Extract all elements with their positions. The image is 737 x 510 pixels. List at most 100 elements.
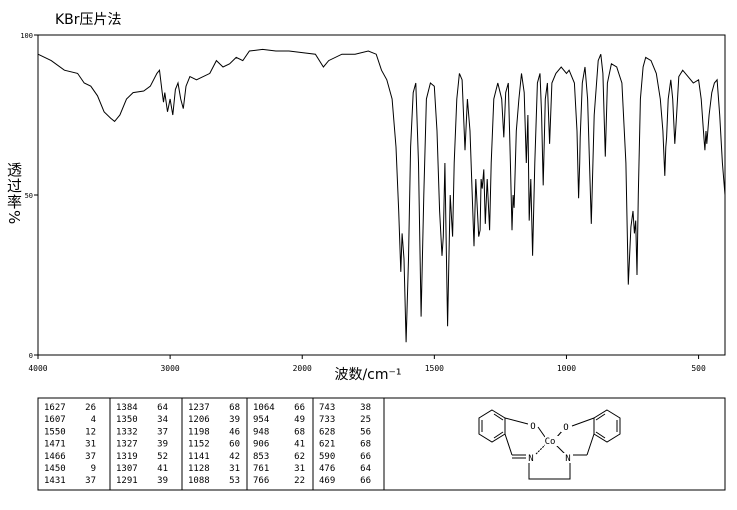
peak-transmittance: 25 (360, 415, 371, 425)
peak-wavenumber: 628 (319, 427, 335, 437)
peak-transmittance: 37 (85, 452, 96, 462)
peak-transmittance: 34 (157, 415, 168, 425)
peak-wavenumber: 1206 (188, 415, 210, 425)
peak-wavenumber: 1332 (116, 427, 138, 437)
chart-title: KBr压片法 (55, 12, 122, 28)
bond (493, 431, 504, 439)
peak-transmittance: 53 (229, 476, 240, 486)
peak-transmittance: 12 (85, 427, 96, 437)
peak-transmittance: 66 (360, 452, 371, 462)
peak-transmittance: 56 (360, 427, 371, 437)
x-axis-label: 波数/cm⁻¹ (334, 367, 401, 383)
atom-label: O (563, 423, 568, 433)
peak-transmittance: 46 (229, 427, 240, 437)
peak-wavenumber: 1466 (44, 452, 66, 462)
peak-wavenumber: 590 (319, 452, 335, 462)
bond (493, 413, 504, 421)
peak-transmittance: 52 (157, 452, 168, 462)
peak-wavenumber: 1152 (188, 440, 210, 450)
peak-transmittance: 31 (229, 464, 240, 474)
bond (535, 444, 546, 455)
peak-wavenumber: 1198 (188, 427, 210, 437)
y-axis-label: 透过率% (5, 162, 23, 226)
peak-transmittance: 64 (360, 464, 371, 474)
atom-bg (526, 453, 535, 463)
peak-transmittance: 42 (229, 452, 240, 462)
peak-wavenumber: 1607 (44, 415, 66, 425)
peak-transmittance: 39 (229, 415, 240, 425)
peak-wavenumber: 948 (253, 427, 269, 437)
peak-transmittance: 31 (85, 440, 96, 450)
peak-transmittance: 68 (360, 440, 371, 450)
peak-transmittance: 22 (294, 476, 305, 486)
peak-transmittance: 26 (85, 403, 96, 413)
atom-label: N (528, 454, 533, 464)
bond (504, 417, 529, 425)
peak-transmittance: 37 (157, 427, 168, 437)
atom-bg (528, 421, 537, 431)
spectrum-line (37, 48, 726, 343)
peak-wavenumber: 1384 (116, 403, 138, 413)
peak-wavenumber: 1064 (253, 403, 275, 413)
bond (571, 417, 595, 427)
peak-transmittance: 62 (294, 452, 305, 462)
peak-wavenumber: 1307 (116, 464, 138, 474)
peak-transmittance: 49 (294, 415, 305, 425)
peak-wavenumber: 766 (253, 476, 269, 486)
peak-wavenumber: 1471 (44, 440, 66, 450)
peak-wavenumber: 469 (319, 476, 335, 486)
peak-wavenumber: 1627 (44, 403, 66, 413)
x-tick-label: 4000 (28, 364, 47, 373)
peak-wavenumber: 621 (319, 440, 335, 450)
peak-wavenumber: 1088 (188, 476, 210, 486)
peak-transmittance: 38 (360, 403, 371, 413)
y-tick-label: 50 (25, 192, 33, 200)
bond (586, 433, 595, 456)
peak-transmittance: 68 (294, 427, 305, 437)
atom-bg (563, 453, 572, 463)
bond (504, 433, 513, 456)
x-tick-label: 2000 (293, 364, 312, 373)
peak-wavenumber: 954 (253, 415, 269, 425)
bridge (528, 462, 571, 480)
atom-label: Co (545, 437, 556, 447)
bond (555, 444, 566, 455)
table-frame (37, 397, 726, 491)
peak-wavenumber: 1128 (188, 464, 210, 474)
peak-wavenumber: 1141 (188, 452, 210, 462)
peak-transmittance: 66 (360, 476, 371, 486)
peak-transmittance: 39 (157, 440, 168, 450)
peak-transmittance: 39 (157, 476, 168, 486)
peak-wavenumber: 853 (253, 452, 269, 462)
peak-wavenumber: 743 (319, 403, 335, 413)
peak-transmittance: 4 (91, 415, 96, 425)
peak-transmittance: 31 (294, 464, 305, 474)
peak-wavenumber: 1350 (116, 415, 138, 425)
y-tick-label: 100 (20, 32, 33, 40)
peak-transmittance: 41 (294, 440, 305, 450)
bond (595, 431, 606, 439)
x-tick-label: 500 (691, 364, 706, 373)
peak-wavenumber: 1327 (116, 440, 138, 450)
peak-transmittance: 9 (91, 464, 96, 474)
peak-wavenumber: 1291 (116, 476, 138, 486)
atom-label: O (530, 422, 535, 432)
y-tick-label: 0 (29, 352, 33, 360)
peak-wavenumber: 1319 (116, 452, 138, 462)
x-tick-label: 1500 (425, 364, 444, 373)
atom-bg (561, 422, 570, 432)
bond (537, 426, 546, 438)
ring (478, 409, 506, 443)
atom-label: N (565, 454, 570, 464)
peak-transmittance: 66 (294, 403, 305, 413)
peak-transmittance: 64 (157, 403, 168, 413)
peak-transmittance: 60 (229, 440, 240, 450)
x-tick-label: 1000 (557, 364, 576, 373)
bond (595, 413, 606, 421)
peak-wavenumber: 1237 (188, 403, 210, 413)
peak-wavenumber: 1450 (44, 464, 66, 474)
peak-wavenumber: 761 (253, 464, 269, 474)
ring (593, 409, 621, 443)
